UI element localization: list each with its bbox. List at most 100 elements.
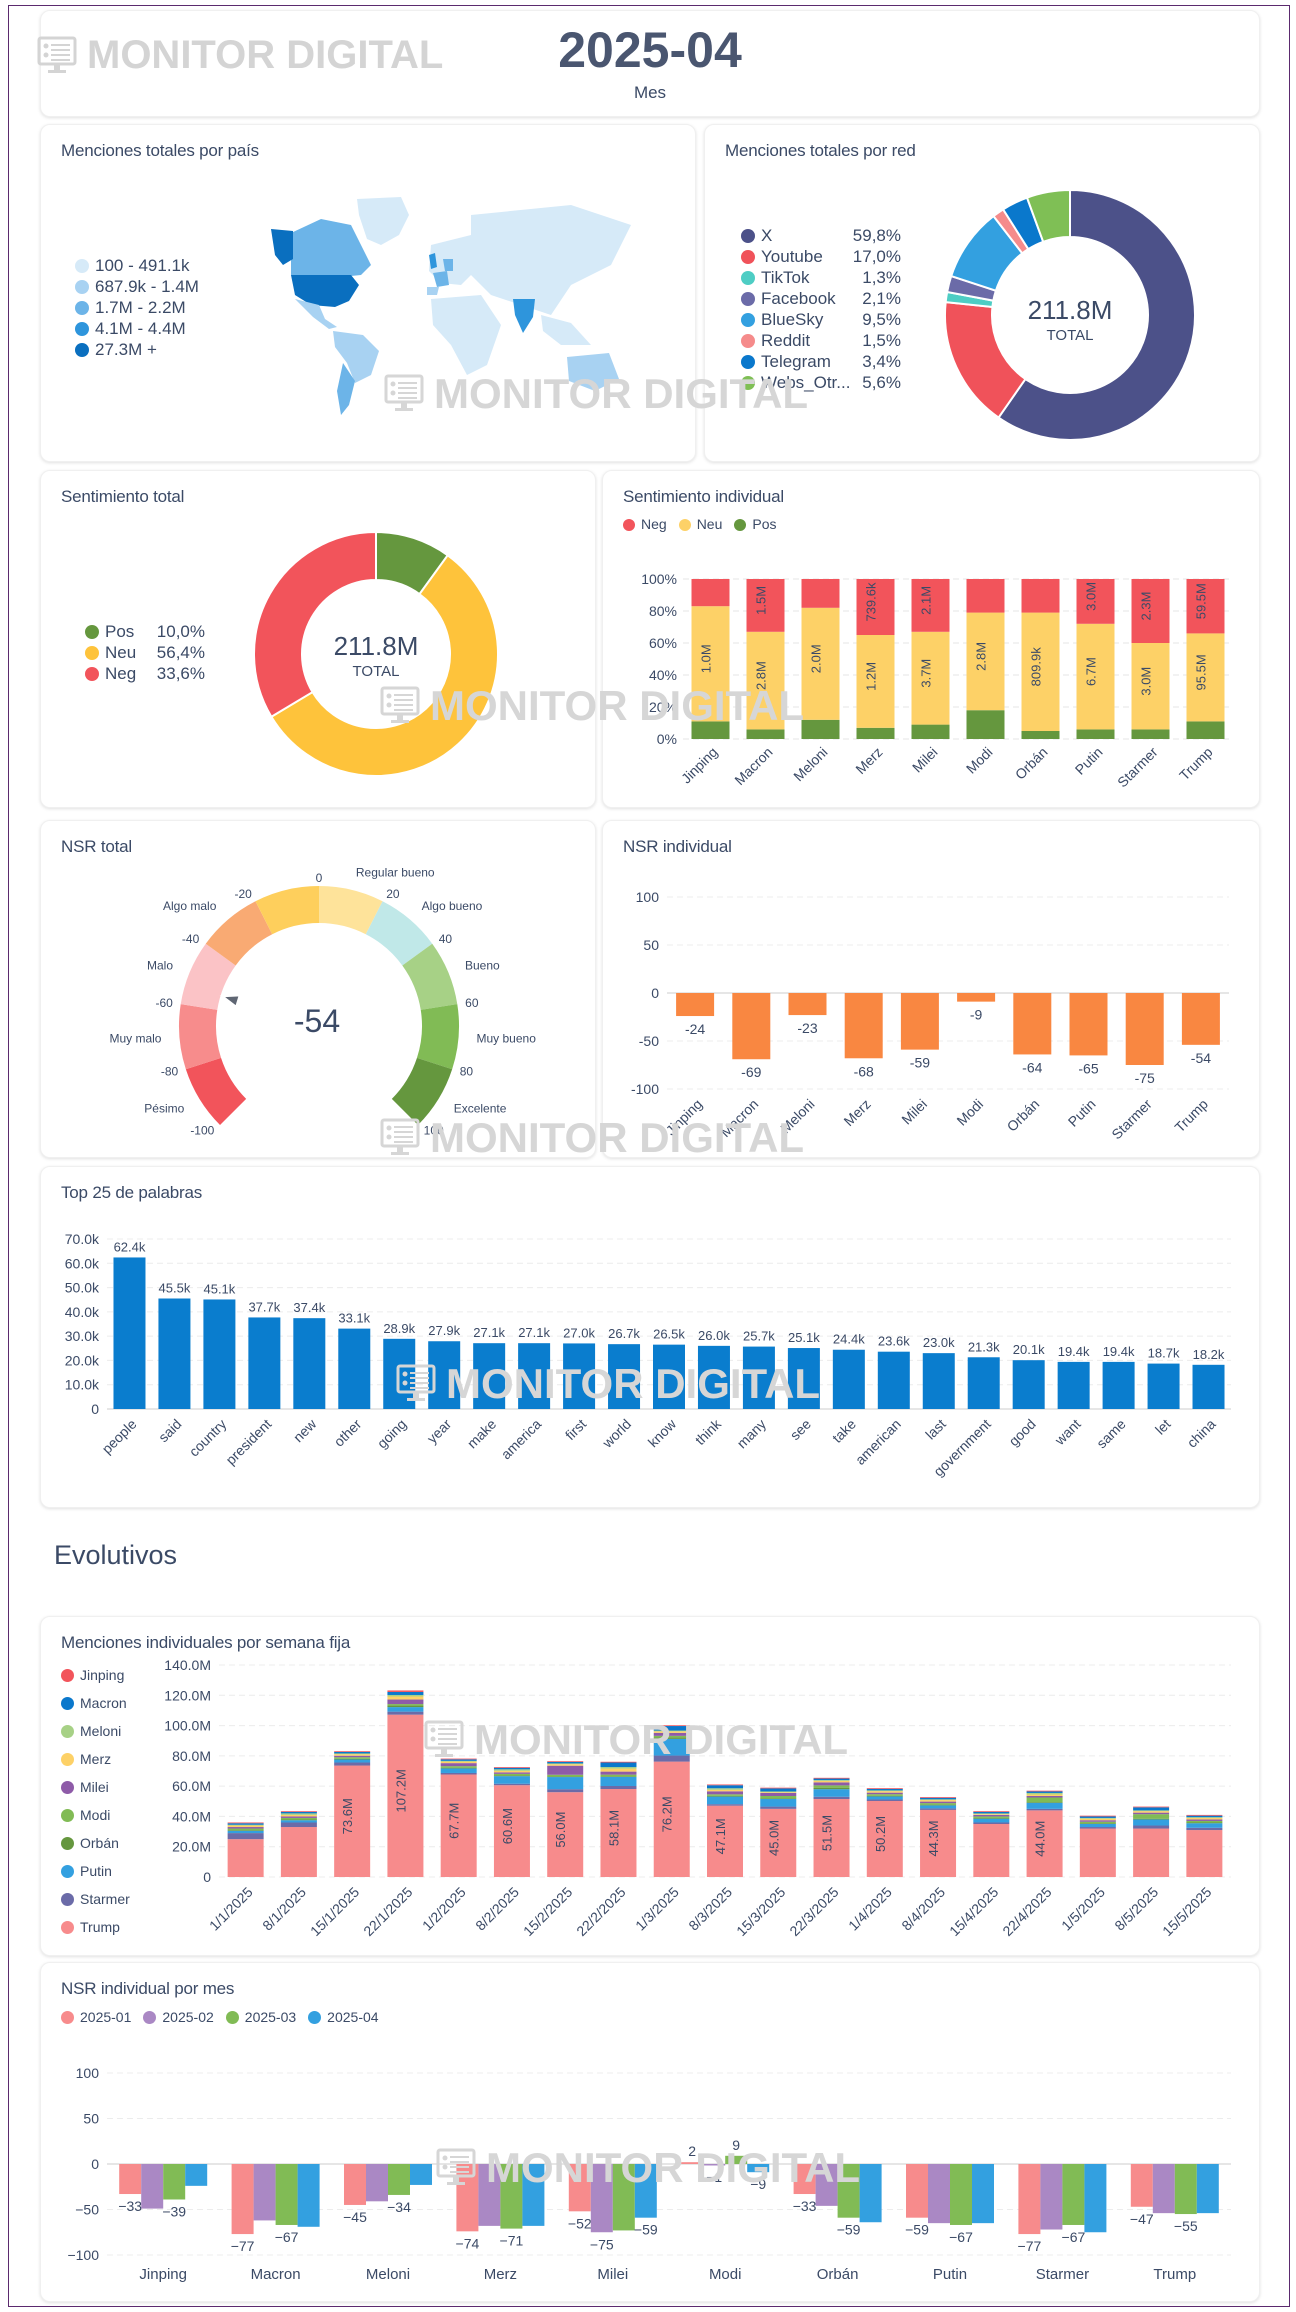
data-label: 1.2M <box>864 662 879 691</box>
gauge-band <box>416 1004 459 1070</box>
data-label: −59 <box>634 2222 658 2238</box>
sentiment-legend-item[interactable]: Neu 56,4% <box>85 642 205 663</box>
bar-segment-neu <box>691 606 730 722</box>
bar-segment-jinping <box>707 1784 743 1786</box>
data-label: 95.5M <box>1194 654 1209 690</box>
network-legend-item[interactable]: TikTok 1,3% <box>741 267 901 288</box>
legend-item[interactable]: Jinping <box>61 1661 130 1689</box>
bar-segment-macron <box>760 1788 797 1792</box>
legend-item-pos[interactable]: Pos <box>734 514 777 535</box>
bar-segment-orbn <box>280 1819 317 1821</box>
legend-item[interactable]: 2025-03 <box>225 2007 296 2028</box>
legend-item[interactable]: Orbán <box>61 1829 130 1857</box>
network-legend-item[interactable]: Webs_Otr... 5,6% <box>741 372 901 393</box>
legend-item[interactable]: Modi <box>61 1801 130 1829</box>
sentiment-legend-item[interactable]: Neg 33,6% <box>85 663 205 684</box>
top-words-chart[interactable]: 0 10.0k 20.0k 30.0k 40.0k 50.0k 60.0k 70.0k 62.4… <box>41 1167 1261 1509</box>
data-label: 2.3M <box>1139 592 1154 621</box>
network-legend-item[interactable]: X 59,8% <box>741 225 901 246</box>
legend-item[interactable]: Putin <box>61 1857 130 1885</box>
nsr-individual-chart[interactable]: -100 -50 0 50 100 -24 Jinping -69 Macron -23 Melon… <box>603 821 1261 1159</box>
bar-segment-trump <box>493 1785 530 1877</box>
data-label: 26.5k <box>653 1327 685 1342</box>
data-label: −55 <box>1174 2218 1198 2234</box>
x-tick-label: Macron <box>251 2266 301 2283</box>
nsr-by-month-chart[interactable]: −100 −50 0 50 100 −33 −39 Jinping −77 −67 Macron −4… <box>41 1963 1261 2303</box>
bar-segment-merz <box>813 1780 850 1783</box>
sentiment-individual-chart[interactable]: 0% 20% 40% 60% 80% 100% 1.0M Jinping 2.8M 1.5M Mac… <box>603 471 1261 809</box>
legend-item[interactable]: Merz <box>61 1745 130 1773</box>
x-tick-label: 22/4/2025 <box>999 1884 1055 1940</box>
bar-segment-merz <box>280 1814 317 1817</box>
legend-item[interactable]: 2025-04 <box>308 2007 379 2028</box>
bar <box>653 1344 685 1409</box>
x-tick-label: Meloni <box>790 744 830 784</box>
gauge-band-label: Algo bueno <box>422 899 483 913</box>
network-legend-item[interactable]: Telegram 3,4% <box>741 351 901 372</box>
network-donut-chart[interactable] <box>935 180 1205 450</box>
data-label: 27.1k <box>518 1325 550 1340</box>
legend-item[interactable]: Meloni <box>61 1717 130 1745</box>
network-legend-item[interactable]: Reddit 1,5% <box>741 330 901 351</box>
legend-item[interactable]: Trump <box>61 1913 130 1941</box>
world-map[interactable] <box>251 195 641 425</box>
bar-segment-starmer <box>1133 1825 1170 1829</box>
x-tick-label: said <box>155 1416 184 1445</box>
legend-item-neg[interactable]: Neg <box>623 514 667 535</box>
bar-segment-orbn <box>866 1795 903 1797</box>
network-legend-item[interactable]: Facebook 2,1% <box>741 288 901 309</box>
network-legend-item[interactable]: BlueSky 9,5% <box>741 309 901 330</box>
legend-item[interactable]: Starmer <box>61 1885 130 1913</box>
legend-item[interactable]: Milei <box>61 1773 130 1801</box>
bar-segment-starmer <box>600 1785 637 1790</box>
bar-segment-meloni <box>387 1694 424 1697</box>
map-legend-item[interactable]: 4.1M - 4.4M <box>75 318 199 339</box>
legend-dot <box>61 1892 74 1906</box>
bar-segment-meloni <box>440 1760 477 1762</box>
bar-segment-modi <box>387 1704 424 1706</box>
bar-segment-starmer <box>707 1804 743 1806</box>
bar-2025-03 <box>163 2164 186 2200</box>
legend-label: 2025-04 <box>327 2009 379 2025</box>
weekly-mentions-chart[interactable]: 0 20.0M 40.0M 60.0M 80.0M 100.0M 120.0M 140.0M 1… <box>41 1617 1261 1957</box>
legend-item-neu[interactable]: Neu <box>678 514 722 535</box>
x-tick-label: Putin <box>1065 1096 1099 1130</box>
bar-segment-merz <box>653 1731 690 1733</box>
bar-2025-03 <box>1174 2164 1197 2215</box>
bar-segment-orbn <box>973 1817 1010 1819</box>
x-tick-label: Meloni <box>366 2266 410 2283</box>
bar-segment-merz <box>227 1825 264 1828</box>
data-label: 60.6M <box>500 1808 515 1844</box>
bar-segment-jinping <box>493 1767 530 1768</box>
y-tick-label: 40.0M <box>172 1808 211 1824</box>
map-country-usa <box>291 275 359 307</box>
bar <box>697 1345 730 1409</box>
nsr-gauge-chart[interactable]: Pésimo Muy malo Malo Algo malo Regular bueno… <box>41 821 597 1159</box>
y-tick-label: 0 <box>91 2156 99 2172</box>
map-legend-item[interactable]: 1.7M - 2.2M <box>75 297 199 318</box>
sentiment-legend-item[interactable]: Pos 10,0% <box>85 621 205 642</box>
weekly-mentions-title: Menciones individuales por semana fija <box>61 1633 351 1652</box>
legend-item[interactable]: Macron <box>61 1689 130 1717</box>
map-legend-item[interactable]: 687.9k - 1.4M <box>75 276 199 297</box>
y-tick-label: 0% <box>657 731 677 747</box>
map-country-mexico <box>295 299 337 329</box>
bar-2025-02 <box>141 2164 164 2209</box>
data-label: 56.0M <box>553 1812 568 1848</box>
data-label: 26.7k <box>608 1326 640 1341</box>
legend-item[interactable]: 2025-02 <box>143 2007 214 2028</box>
network-legend-item[interactable]: Youtube 17,0% <box>741 246 901 267</box>
bar-segment-trump <box>1079 1828 1116 1877</box>
bar-2025-04 <box>859 2164 882 2223</box>
bar-segment-meloni <box>1026 1792 1063 1795</box>
map-region-africa <box>431 295 501 375</box>
data-label: 23.6k <box>878 1334 910 1349</box>
sentiment-donut-chart[interactable] <box>251 529 501 779</box>
map-legend-item[interactable]: 27.3M + <box>75 339 199 360</box>
map-legend-item[interactable]: 100 - 491.1k <box>75 255 199 276</box>
map-title: Menciones totales por país <box>61 141 259 160</box>
bar-segment-pos <box>911 724 950 739</box>
y-tick-label: 120.0M <box>164 1687 211 1703</box>
bar-2025-04 <box>185 2164 208 2186</box>
legend-item[interactable]: 2025-01 <box>61 2007 131 2028</box>
